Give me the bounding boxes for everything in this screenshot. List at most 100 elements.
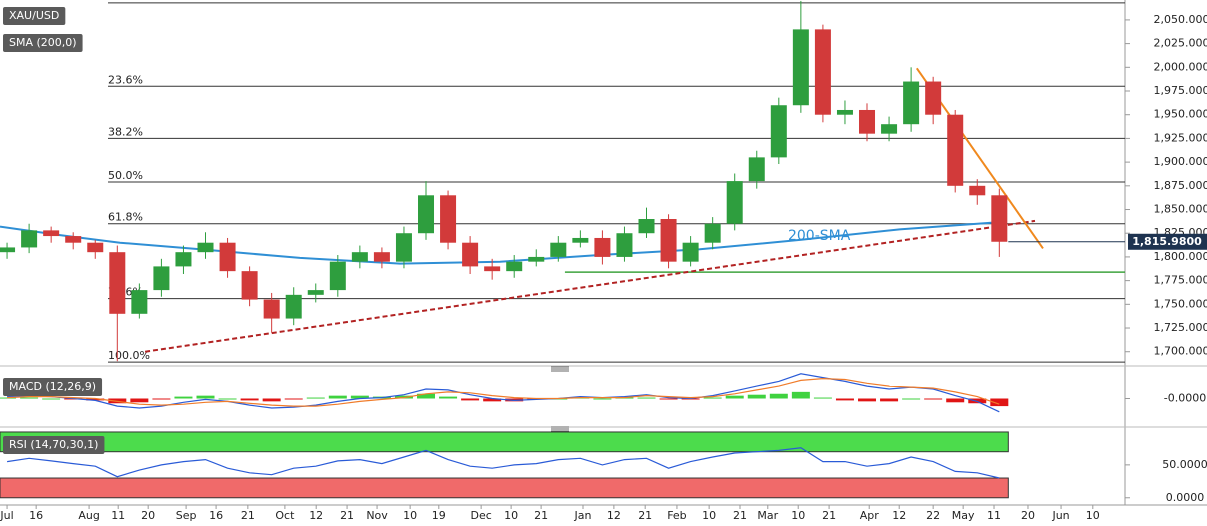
candle-body (462, 242, 479, 267)
macd-histogram-bar (42, 398, 61, 400)
macd-histogram-bar (747, 394, 766, 399)
candle-body (792, 29, 809, 106)
x-tick-label: 12 (607, 509, 621, 522)
resize-grip[interactable] (551, 366, 569, 372)
candle-body (87, 242, 104, 253)
candle-body (550, 242, 567, 257)
candle-body (594, 237, 611, 257)
y-tick-label: -0.0000 (1164, 392, 1206, 405)
x-tick-label: Nov (366, 509, 388, 522)
macd-histogram-bar (86, 398, 105, 401)
macd-histogram-bar (417, 393, 436, 399)
panel-label-box (3, 378, 103, 396)
y-tick-label: 1,925.0000 (1154, 131, 1207, 144)
macd-histogram-bar (946, 398, 965, 403)
macd-histogram-bar (130, 398, 149, 403)
macd-histogram-bar (902, 398, 921, 400)
candle-body (903, 81, 920, 125)
candle-body (395, 233, 412, 262)
x-tick-label: Jun (1051, 509, 1069, 522)
panel-label: SMA (200,0) (9, 36, 77, 49)
panel-label: MACD (12,26,9) (9, 380, 96, 393)
candle-body (991, 195, 1008, 242)
macd-histogram-bar (240, 398, 259, 401)
macd-histogram-bar (924, 398, 943, 400)
macd-histogram-bar (262, 398, 281, 402)
x-tick-label: May (952, 509, 975, 522)
x-tick-label: 10 (791, 509, 805, 522)
x-tick-label: 12 (892, 509, 906, 522)
candle-body (726, 181, 743, 224)
oversold-band (0, 477, 1009, 499)
candle-body (153, 266, 170, 291)
macd-histogram-bar (174, 396, 193, 399)
candle-body (285, 294, 302, 319)
candle-body (704, 223, 721, 243)
x-tick-label: Jul (0, 509, 14, 522)
y-tick-label: 1,725.0000 (1154, 321, 1207, 334)
candle-body (528, 256, 545, 262)
y-tick-label: 1,800.0000 (1154, 250, 1207, 263)
macd-histogram-bar (813, 397, 832, 399)
candle-body (947, 114, 964, 186)
resize-grip[interactable] (551, 426, 569, 432)
candle-body (43, 230, 60, 237)
candle-body (175, 252, 192, 267)
macd-histogram-bar (152, 398, 171, 400)
panel-label: RSI (14,70,30,1) (9, 438, 98, 451)
x-tick-label: 21 (340, 509, 354, 522)
x-tick-label: 20 (141, 509, 155, 522)
candle-body (440, 195, 457, 243)
y-tick-label: 1,875.0000 (1154, 179, 1207, 192)
candle-body (219, 242, 236, 272)
macd-line (7, 377, 1000, 407)
fib-label: 50.0% (108, 169, 143, 182)
y-tick-label: 1,775.0000 (1154, 274, 1207, 287)
x-tick-label: 22 (926, 509, 940, 522)
candle-body (197, 242, 214, 253)
panel-label-box (3, 7, 66, 25)
y-tick-label: 1,700.0000 (1154, 345, 1207, 358)
last-price-box (1128, 233, 1207, 250)
x-tick-label: 20 (1021, 509, 1035, 522)
candle-body (616, 233, 633, 257)
candle-body (373, 252, 390, 262)
x-tick-label: 21 (241, 509, 255, 522)
x-tick-label: 11 (111, 509, 125, 522)
macd-histogram-bar (990, 398, 1009, 407)
candle-body (748, 157, 765, 182)
candle-body (0, 247, 16, 253)
candle-body (131, 290, 148, 314)
fib-label: 100.0% (108, 349, 150, 362)
candle-body (65, 236, 82, 243)
x-tick-label: 16 (209, 509, 223, 522)
candle-body (770, 105, 787, 158)
y-tick-label: 1,900.0000 (1154, 155, 1207, 168)
macd-histogram-bar (350, 395, 369, 399)
candle-body (21, 230, 38, 248)
y-tick-label: 2,050.0000 (1154, 13, 1207, 26)
macd-histogram-bar (725, 395, 744, 399)
x-tick-label: 21 (822, 509, 836, 522)
x-tick-label: 19 (432, 509, 446, 522)
sma-line (0, 220, 1006, 265)
macd-histogram-bar (20, 397, 39, 399)
macd-histogram-bar (593, 398, 612, 400)
candle-body (263, 299, 280, 319)
candle-body (241, 271, 258, 300)
panel-label-box (3, 436, 105, 454)
macd-histogram-bar (637, 397, 656, 399)
candle-body (572, 237, 589, 243)
x-tick-label: Sep (176, 509, 197, 522)
sma-label: 200-SMA (788, 228, 851, 244)
candle-body (814, 29, 831, 115)
x-tick-label: Apr (860, 509, 880, 522)
x-tick-label: Oct (275, 509, 295, 522)
macd-histogram-bar (483, 398, 502, 402)
candle-body (418, 195, 435, 234)
candle-body (307, 290, 324, 295)
candle-body (506, 261, 523, 272)
candle-body (836, 109, 853, 115)
x-tick-label: Jan (574, 509, 592, 522)
